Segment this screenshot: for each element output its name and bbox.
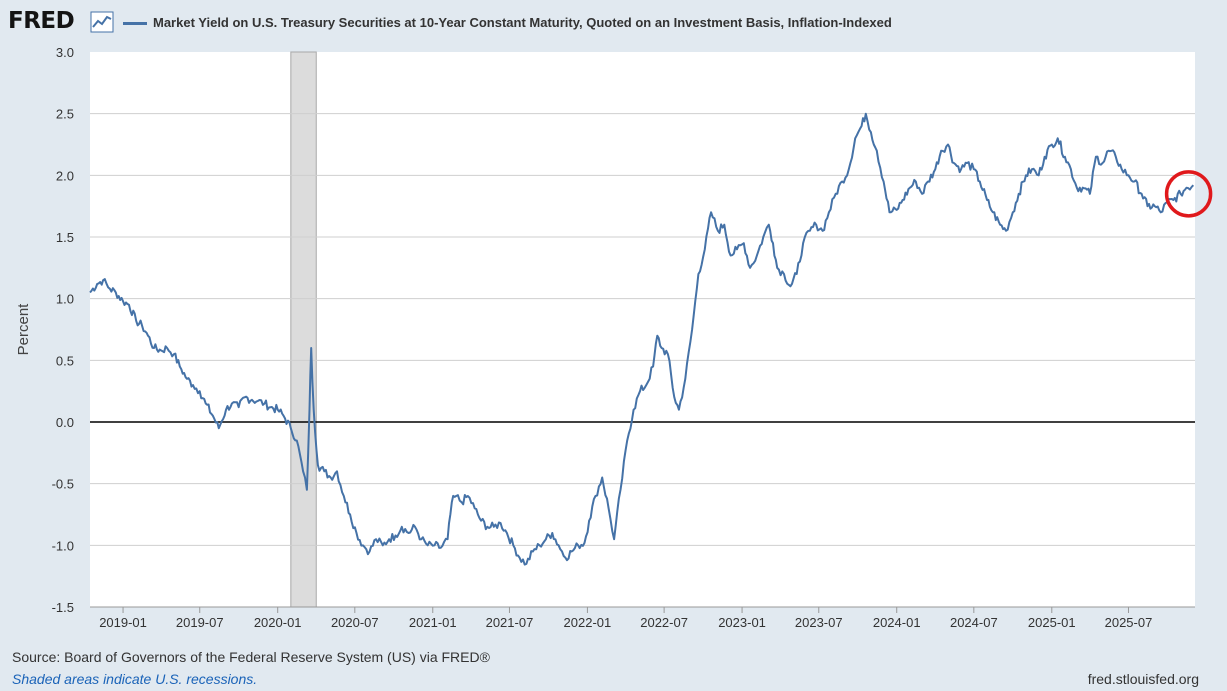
recession-note[interactable]: Shaded areas indicate U.S. recessions. <box>12 671 258 687</box>
x-tick-label: 2020-01 <box>254 615 302 630</box>
x-tick-label: 2022-01 <box>564 615 612 630</box>
y-tick-label: -1.0 <box>52 538 74 553</box>
y-tick-label: 2.0 <box>56 168 74 183</box>
y-axis-label: Percent <box>15 303 32 356</box>
series-line <box>89 112 1195 566</box>
y-tick-label: 1.5 <box>56 230 74 245</box>
x-tick-label: 2020-07 <box>331 615 379 630</box>
recession-band <box>290 51 317 608</box>
x-tick-label: 2024-01 <box>873 615 921 630</box>
x-tick-label: 2019-07 <box>176 615 224 630</box>
fred-logo[interactable]: FRED <box>8 8 75 34</box>
x-tick-label: 2021-07 <box>486 615 534 630</box>
chart: 3.0 2.5 2.0 1.5 1.0 0.5 0.0 -0.5 -1.0 -1.5 2019-01… <box>15 45 1213 630</box>
x-tick-label: 2021-01 <box>409 615 457 630</box>
highlight-circle <box>1164 170 1213 218</box>
y-tick-label: 1.0 <box>56 292 74 307</box>
y-tick-label: 3.0 <box>56 45 74 60</box>
x-tick-label: 2025-01 <box>1028 615 1076 630</box>
line-chart-icon <box>90 11 114 33</box>
x-tick-label: 2024-07 <box>950 615 998 630</box>
x-tick-label: 2025-07 <box>1105 615 1153 630</box>
x-tick-label: 2023-07 <box>795 615 843 630</box>
y-tick-label: 2.5 <box>56 107 74 122</box>
site-url[interactable]: fred.stlouisfed.org <box>1087 671 1199 687</box>
plot-area <box>90 52 1195 607</box>
y-tick-label: -0.5 <box>52 477 74 492</box>
x-tick-label: 2023-01 <box>718 615 766 630</box>
x-tick-label: 2022-07 <box>640 615 688 630</box>
y-tick-label: -1.5 <box>52 600 74 615</box>
chart-title: Market Yield on U.S. Treasury Securities… <box>153 15 892 30</box>
y-tick-label: 0.0 <box>56 415 74 430</box>
x-tick-label: 2019-01 <box>99 615 147 630</box>
y-tick-label: 0.5 <box>56 353 74 368</box>
legend-swatch <box>123 22 147 25</box>
source-note: Source: Board of Governors of the Federa… <box>12 649 490 665</box>
